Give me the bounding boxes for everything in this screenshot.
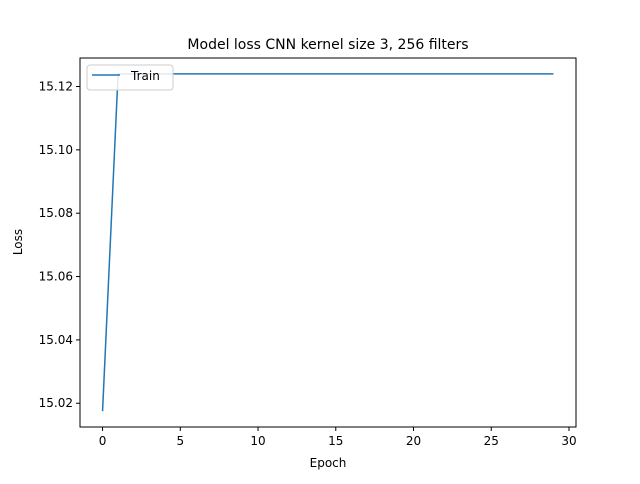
legend-box (86, 64, 174, 91)
legend: Train (86, 64, 174, 91)
y-axis-ticks: 15.02 15.04 15.06 15.08 15.10 15.12 (39, 80, 80, 410)
y-tick-label: 15.06 (39, 270, 73, 284)
series-line-train (101, 73, 554, 412)
y-tick-label: 15.10 (39, 143, 73, 157)
y-axis-label: Loss (11, 229, 25, 255)
y-tick-label: 15.04 (39, 333, 73, 347)
x-axis-label: Epoch (310, 456, 347, 470)
y-tick-label: 15.02 (39, 396, 73, 410)
plot-frame (79, 57, 577, 428)
y-tick-label: 15.08 (39, 206, 73, 220)
chart-title: Model loss CNN kernel size 3, 256 filter… (187, 37, 468, 53)
x-tick-label: 30 (561, 434, 576, 448)
x-tick-label: 10 (250, 434, 265, 448)
x-tick-label: 25 (484, 434, 499, 448)
plot-area (80, 58, 576, 427)
x-tick-label: 20 (406, 434, 421, 448)
x-tick-label: 5 (176, 434, 184, 448)
x-axis-ticks: 0 5 10 15 20 25 30 (99, 427, 577, 448)
y-tick-label: 15.12 (39, 80, 73, 94)
legend-label-train: Train (130, 69, 160, 83)
series-layer (101, 73, 554, 412)
x-tick-label: 15 (328, 434, 343, 448)
x-tick-label: 0 (99, 434, 107, 448)
